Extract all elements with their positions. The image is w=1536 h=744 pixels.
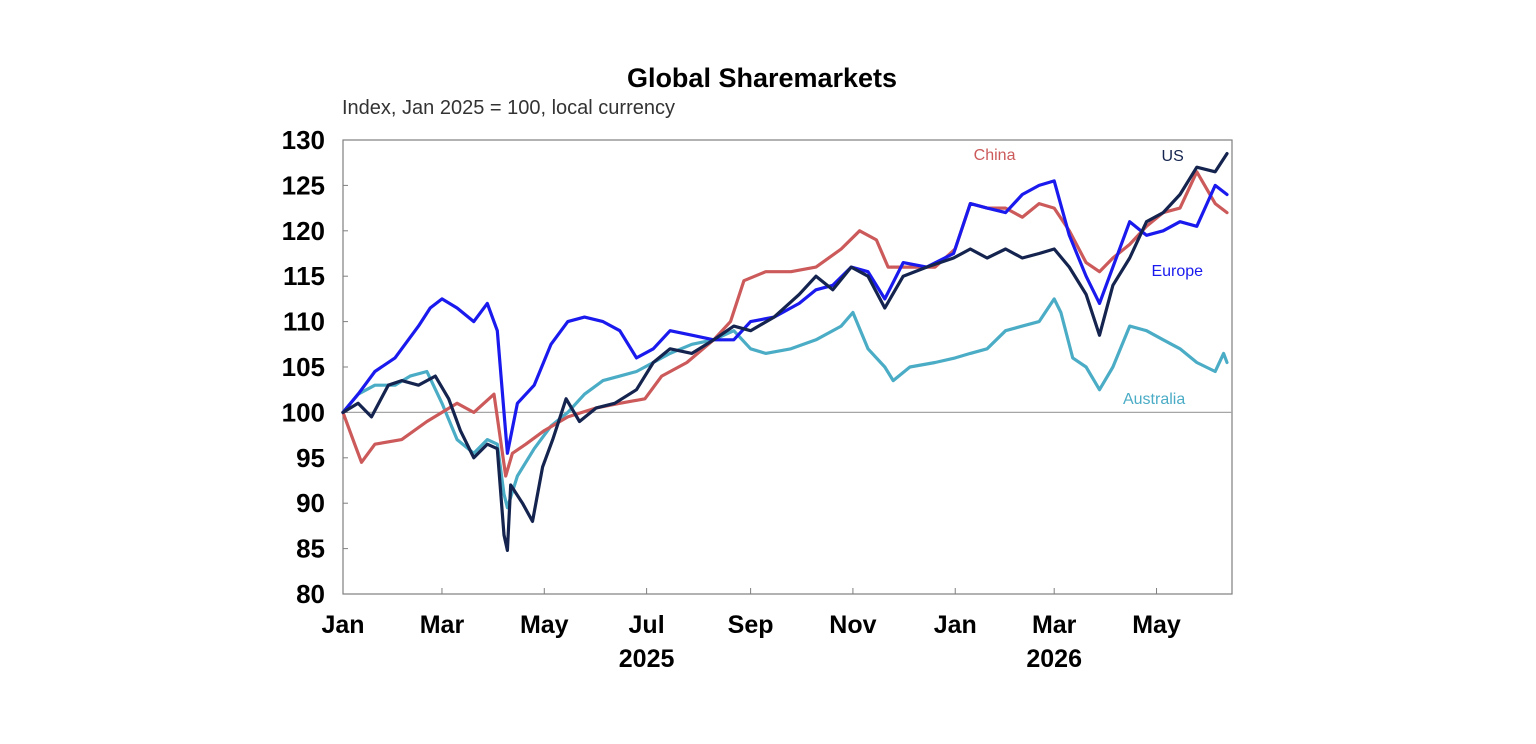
y-tick-label: 80	[296, 579, 325, 609]
y-tick-label: 125	[282, 170, 325, 200]
series-line-china	[341, 170, 1229, 478]
y-tick-label: 115	[283, 261, 325, 291]
chart-title: Global Sharemarkets	[627, 63, 897, 93]
x-axis: Jan Mar May Jul Sep Nov Jan Mar May 2025 2026	[321, 588, 1181, 673]
x-tick-label: Jan	[934, 611, 977, 639]
y-tick-label: 90	[296, 488, 325, 518]
x-tick-label: Nov	[829, 611, 876, 639]
y-tick-label: 105	[282, 352, 325, 382]
x-tick-label: Mar	[420, 611, 465, 639]
chart-subtitle: Index, Jan 2025 = 100, local currency	[342, 97, 675, 119]
series-lines	[341, 152, 1229, 552]
series-label-china: China	[974, 147, 1016, 164]
y-tick-label: 120	[282, 216, 325, 246]
y-axis: 130 125 120 115 110 105 100 95 90 85 80	[282, 125, 348, 609]
series-label-europe: Europe	[1151, 263, 1203, 280]
x-tick-label: May	[1132, 611, 1181, 639]
plot-area	[342, 139, 1233, 595]
y-tick-label: 95	[296, 443, 325, 473]
x-year-label: 2025	[619, 645, 675, 673]
series-line-europe	[341, 179, 1229, 455]
series-line-australia	[341, 297, 1229, 510]
series-labels: US China Europe Australia	[974, 147, 1203, 408]
x-year-label: 2026	[1026, 645, 1082, 673]
y-tick-label: 110	[283, 307, 325, 337]
series-label-australia: Australia	[1123, 391, 1185, 408]
y-tick-label: 130	[282, 125, 325, 155]
x-tick-label: Sep	[728, 611, 774, 639]
series-label-us: US	[1162, 148, 1184, 165]
x-tick-label: May	[520, 611, 569, 639]
x-tick-label: Mar	[1032, 611, 1077, 639]
series-line-us	[341, 152, 1229, 552]
y-tick-label: 85	[296, 534, 325, 564]
y-tick-label: 100	[282, 397, 325, 427]
x-tick-label: Jan	[321, 611, 364, 639]
x-tick-label: Jul	[629, 611, 665, 639]
